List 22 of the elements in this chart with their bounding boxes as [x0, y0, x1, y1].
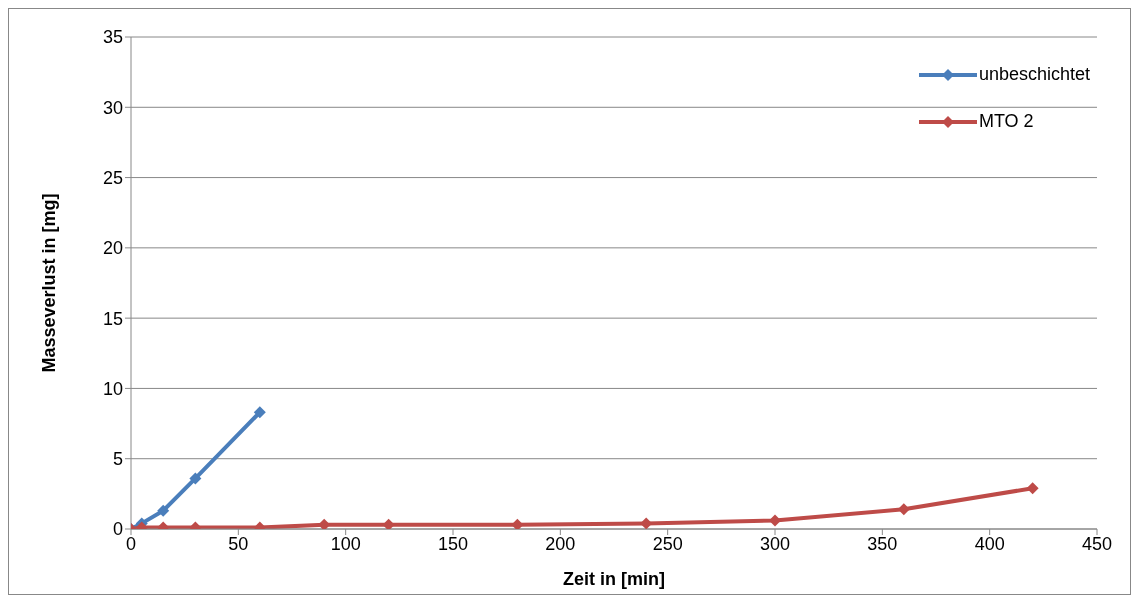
y-axis-title: Masseverlust in [mg]: [39, 193, 60, 373]
x-tick-label: 450: [1081, 533, 1113, 554]
x-axis-title: Zeit in [min]: [563, 569, 665, 589]
y-tick-label: 0: [112, 519, 123, 540]
x-tick-label: 100: [330, 533, 361, 554]
y-tick-label: 5: [112, 449, 123, 470]
x-tick-label: 300: [759, 533, 791, 554]
y-tick-label: 10: [102, 378, 123, 399]
y-tick-label: 35: [102, 27, 123, 48]
y-tick-label: 15: [102, 308, 123, 329]
x-tick-label: 0: [125, 533, 137, 554]
x-tick-label: 350: [867, 533, 898, 554]
x-tick-label: 50: [228, 533, 249, 554]
x-tick-label: 400: [974, 533, 1005, 554]
y-tick-label: 30: [102, 97, 123, 118]
legend-label: MTO 2: [978, 111, 1034, 132]
legend-label: unbeschichtet: [978, 64, 1090, 85]
y-tick-label: 25: [102, 167, 123, 188]
x-tick-label: 150: [437, 533, 469, 554]
y-tick-label: 20: [102, 238, 123, 259]
x-tick-label: 250: [652, 533, 683, 554]
x-tick-label: 200: [545, 533, 576, 554]
